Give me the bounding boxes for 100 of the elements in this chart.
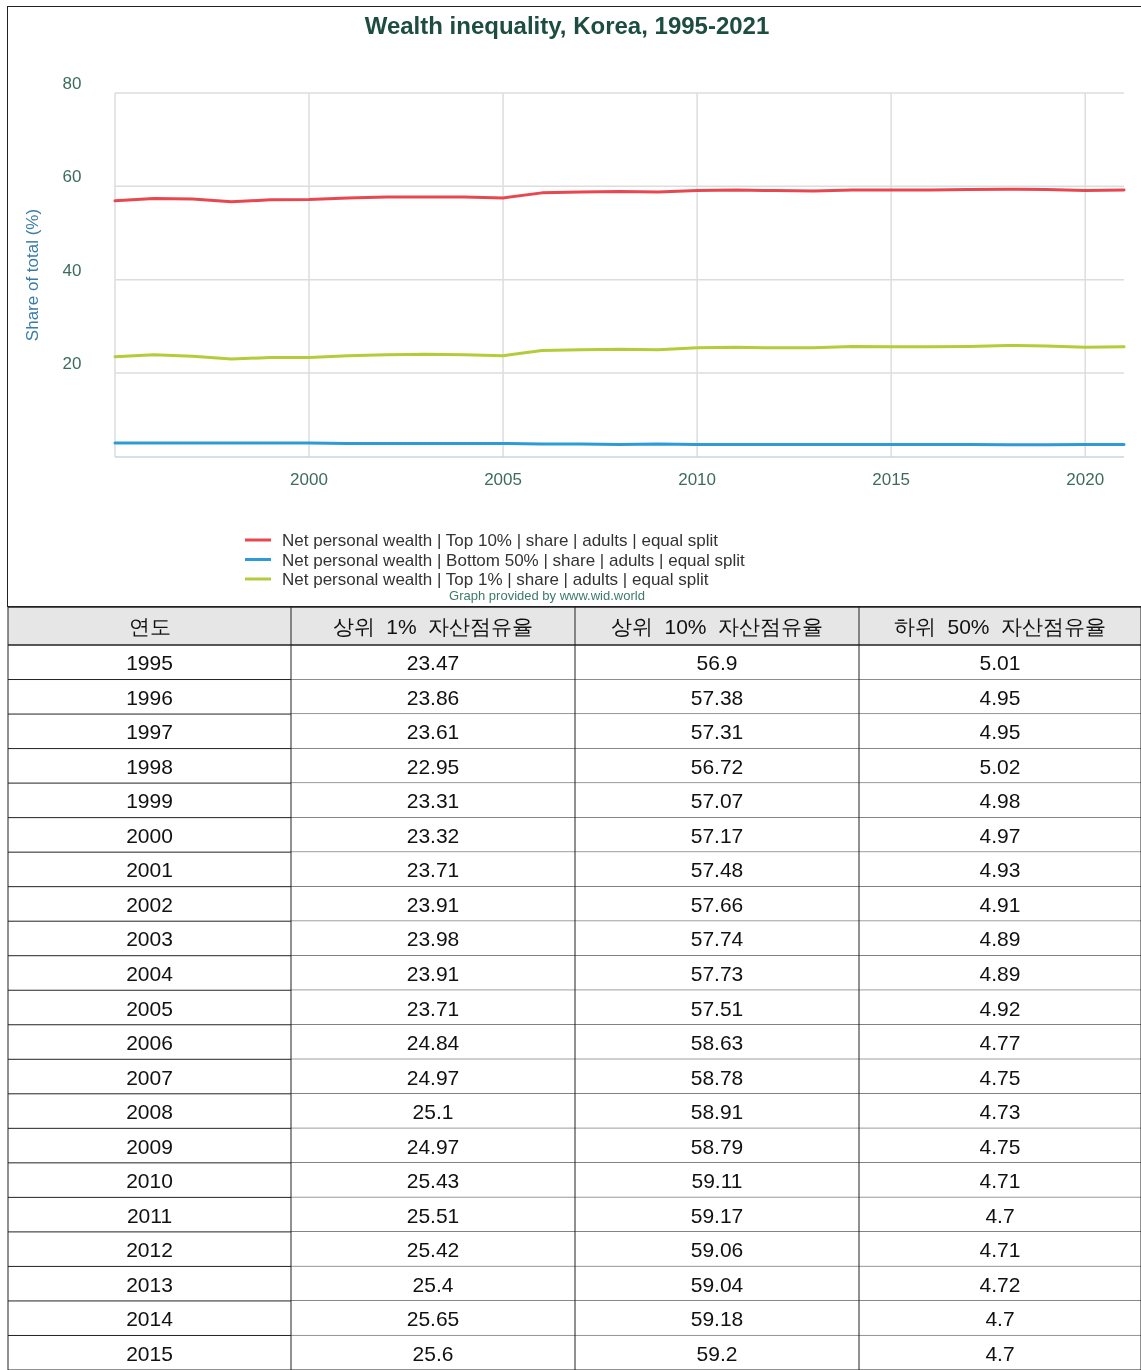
data-label: 4.7 (985, 1341, 1015, 1365)
data-label: 59.06 (690, 1238, 744, 1262)
data-label: 25.1 (412, 1100, 454, 1124)
data-label: 4.97 (979, 823, 1021, 847)
text: Graph provided by www.wid.world (449, 588, 645, 603)
data-label: 56.72 (690, 754, 744, 778)
data-label: 23.32 (406, 823, 460, 847)
data-label: 25.65 (406, 1307, 460, 1331)
y-axis-title: 연도 (128, 615, 171, 638)
y-tick-label: 1998 (126, 754, 173, 778)
data-label: 57.17 (690, 823, 744, 847)
data-label: 25.43 (406, 1169, 460, 1193)
data-label: 22.95 (406, 754, 460, 778)
y-tick-label: 1999 (126, 789, 173, 813)
data-label: 57.66 (690, 892, 744, 916)
y-tick-label: 2003 (126, 927, 173, 951)
y-tick-label: 80 (62, 74, 82, 93)
y-axis-title: Share of total (%) (23, 208, 42, 342)
x-tick-label: 하위 50% 자산점유율 (893, 615, 1107, 638)
y-tick-label: 2005 (126, 996, 173, 1020)
data-label: 4.72 (979, 1272, 1021, 1296)
data-label: 57.73 (690, 961, 744, 985)
y-tick-label: 1997 (126, 720, 173, 744)
legend-label: Net personal wealth | Bottom 50% | share | adults | equal split (282, 550, 746, 570)
y-tick-label: 2002 (126, 892, 173, 916)
data-label: 25.4 (412, 1272, 454, 1296)
data-label: 59.04 (690, 1272, 744, 1296)
y-tick-label: 60 (62, 167, 82, 187)
data-label: 57.74 (690, 927, 744, 951)
y-tick-label: 2000 (126, 823, 173, 847)
data-label: 58.78 (690, 1065, 744, 1089)
y-tick-label: 2009 (126, 1134, 173, 1158)
data-label: 23.98 (406, 927, 460, 951)
data-label: 4.98 (979, 789, 1021, 813)
data-label: 25.42 (406, 1238, 460, 1262)
data-label: 59.18 (690, 1307, 744, 1331)
y-tick-label: 1995 (126, 651, 173, 675)
data-label: 57.07 (690, 789, 744, 813)
data-label: 4.75 (979, 1065, 1021, 1089)
y-tick-label: 2008 (126, 1100, 173, 1124)
x-tick-label: 2020 (1066, 470, 1105, 489)
data-label: 58.63 (690, 1031, 744, 1055)
data-label: 4.91 (979, 892, 1021, 916)
data-label: 57.48 (690, 858, 744, 882)
x-tick-label: 상위 1% 자산점유율 (332, 615, 534, 638)
y-tick-label: 2007 (126, 1065, 173, 1089)
data-label: 23.61 (406, 720, 460, 744)
data-label: 23.71 (406, 996, 460, 1020)
data-label: 24.97 (406, 1065, 460, 1089)
x-tick-label: 2000 (290, 470, 328, 489)
y-tick-label: 2015 (126, 1341, 173, 1365)
x-tick-label: 2005 (484, 470, 522, 489)
legend-label: Net personal wealth | Top 10% | share | adults | equal split (282, 531, 719, 550)
y-tick-label: 1996 (126, 685, 173, 709)
y-tick-label: 40 (62, 260, 82, 280)
data-label: 23.47 (406, 651, 460, 675)
data-label: 4.77 (979, 1031, 1021, 1055)
data-label: 5.02 (979, 754, 1021, 778)
data-label: 24.97 (406, 1134, 460, 1158)
data-label: 56.9 (696, 651, 738, 675)
y-tick-label: 2010 (126, 1169, 173, 1193)
data-label: 4.73 (979, 1100, 1021, 1124)
x-tick-label: 2010 (678, 470, 717, 489)
data-label: 4.95 (979, 720, 1021, 744)
data-label: 24.84 (406, 1031, 460, 1055)
data-label: 4.92 (979, 996, 1021, 1020)
data-label: 4.95 (979, 685, 1021, 709)
data-label: 57.38 (690, 685, 744, 709)
y-tick-label: 2004 (126, 961, 174, 985)
data-label: 5.01 (979, 651, 1021, 675)
data-label: 58.79 (690, 1134, 744, 1158)
x-tick-label: 상위 10% 자산점유율 (610, 615, 824, 638)
data-label: 57.31 (690, 720, 744, 744)
y-tick-label: 2012 (126, 1238, 173, 1262)
data-label: 4.71 (979, 1238, 1021, 1262)
data-label: 58.91 (690, 1100, 744, 1124)
data-label: 4.7 (985, 1203, 1015, 1227)
data-label: 23.91 (406, 961, 460, 985)
y-tick-label: 2001 (126, 858, 173, 882)
y-tick-label: 20 (62, 354, 82, 373)
x-tick-label: 2015 (872, 470, 911, 489)
data-label: 23.91 (406, 892, 460, 916)
data-label: 25.51 (406, 1203, 460, 1227)
data-label: 23.86 (406, 685, 460, 709)
data-label: 4.75 (979, 1134, 1021, 1158)
chart-title: Wealth inequality, Korea, 1995-2021 (364, 12, 770, 39)
data-label: 4.7 (985, 1307, 1015, 1331)
data-label: 4.71 (979, 1169, 1021, 1193)
data-label: 4.89 (979, 927, 1021, 951)
legend-label: Net personal wealth | Top 1% | share | adults | equal split (282, 570, 709, 589)
data-label: 59.11 (691, 1169, 743, 1193)
y-tick-label: 2014 (126, 1307, 174, 1331)
data-label: 4.89 (979, 961, 1021, 985)
data-label: 23.31 (406, 789, 460, 813)
data-label: 59.2 (696, 1341, 738, 1365)
y-tick-label: 2013 (126, 1272, 173, 1296)
y-tick-label: 2006 (126, 1031, 173, 1055)
data-label: 25.6 (412, 1341, 454, 1365)
y-tick-label: 2011 (126, 1203, 173, 1227)
data-label: 57.51 (690, 996, 744, 1020)
